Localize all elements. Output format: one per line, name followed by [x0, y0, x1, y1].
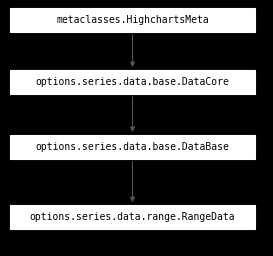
FancyBboxPatch shape [10, 135, 255, 159]
FancyBboxPatch shape [10, 70, 255, 94]
Text: options.series.data.base.DataCore: options.series.data.base.DataCore [35, 77, 229, 87]
FancyBboxPatch shape [10, 205, 255, 229]
Text: metaclasses.HighchartsMeta: metaclasses.HighchartsMeta [56, 15, 209, 25]
FancyBboxPatch shape [10, 8, 255, 32]
Text: options.series.data.base.DataBase: options.series.data.base.DataBase [35, 142, 229, 152]
Text: options.series.data.range.RangeData: options.series.data.range.RangeData [30, 212, 235, 222]
